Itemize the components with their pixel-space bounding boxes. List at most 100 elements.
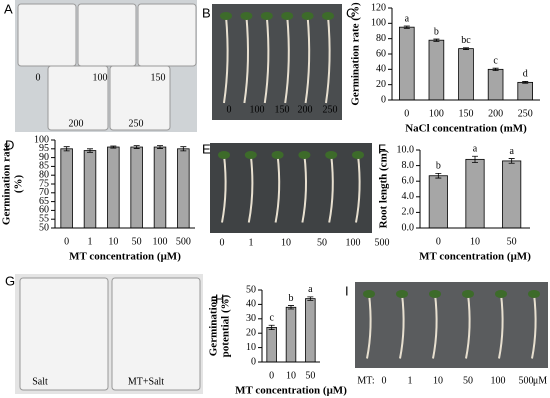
x-tick-label: 50 — [132, 236, 142, 247]
photo-label: 1 — [249, 237, 254, 248]
error-bar — [472, 155, 478, 163]
x-tick-label: 150 — [459, 108, 474, 119]
x-tick-label: 0 — [436, 236, 441, 247]
seedling — [325, 15, 331, 104]
y-tick-label: 60 — [376, 48, 386, 59]
seedling — [531, 293, 537, 359]
photo-label: 0 — [382, 375, 387, 386]
photo-label: 100 — [491, 375, 506, 386]
y-tick-label: 4.0 — [402, 191, 415, 202]
y-tick-label: 10.0 — [397, 144, 415, 155]
panel-label: D — [5, 137, 14, 152]
leaf — [240, 12, 253, 20]
y-tick-label: 100 — [371, 18, 386, 29]
leaf — [218, 151, 230, 159]
bar — [60, 148, 73, 229]
photo — [210, 143, 372, 233]
seedling — [432, 293, 438, 359]
leaf — [244, 151, 257, 159]
bar — [305, 298, 316, 363]
x-tick-label: 100 — [429, 108, 444, 119]
panel-label: C — [346, 5, 355, 20]
error-bar — [307, 296, 314, 301]
bar — [465, 158, 485, 229]
tray — [109, 65, 171, 131]
x-axis-title: MT concentration (μM) — [69, 251, 181, 263]
leaf — [220, 12, 232, 20]
bar — [153, 146, 167, 229]
error-bar — [180, 146, 187, 152]
leaf — [429, 290, 441, 298]
bar — [177, 148, 190, 229]
error-bar — [157, 145, 163, 149]
panel-label: I — [345, 283, 349, 298]
photo-label: MT+Salt — [128, 376, 164, 387]
leaf — [281, 12, 294, 20]
leaf — [528, 290, 540, 298]
y-tick-label: 120 — [371, 2, 386, 13]
bar — [458, 48, 474, 101]
photo-label: 500 — [519, 375, 534, 386]
panel-label: B — [202, 5, 211, 20]
photo-label: 100 — [93, 72, 108, 83]
x-tick-label: 10 — [470, 236, 480, 247]
y-tick-label: 8.0 — [402, 160, 415, 171]
y-tick-label: 55 — [39, 213, 49, 224]
bar — [285, 306, 297, 363]
x-tick-label: 1 — [88, 236, 93, 247]
photo-label: 50 — [463, 375, 473, 386]
x-axis-title: MT concentration (μM) — [235, 385, 347, 397]
bar — [130, 146, 143, 229]
tray — [77, 3, 137, 67]
error-bar — [403, 25, 410, 29]
error-bar — [87, 148, 93, 153]
y-axis-title: Germination rate (%) — [350, 2, 362, 106]
photo-label: 250 — [323, 104, 338, 115]
x-tick-label: 50 — [507, 236, 517, 247]
photo — [212, 4, 342, 120]
y-tick-label: 95 — [39, 143, 49, 154]
leaf — [260, 12, 273, 20]
x-tick-label: 250 — [518, 108, 533, 119]
seedling — [301, 154, 307, 223]
seedling — [274, 154, 281, 223]
y-tick-label: 0 — [381, 94, 386, 105]
seedling — [366, 293, 372, 359]
panel-label: F — [378, 141, 386, 156]
error-bar — [63, 146, 70, 152]
seedling — [221, 154, 227, 223]
error-bar — [110, 145, 117, 149]
photo-label: 500 — [375, 237, 390, 248]
x-tick-label: 10 — [108, 236, 118, 247]
x-tick-label: 100 — [153, 236, 168, 247]
error-bar — [433, 38, 440, 42]
leaf — [462, 290, 474, 298]
seedling — [399, 293, 405, 359]
error-bar — [288, 305, 294, 310]
x-tick-label: 50 — [305, 370, 315, 381]
photo-label: MT: — [357, 375, 374, 386]
tray — [19, 277, 109, 391]
seedling — [304, 15, 311, 104]
seedling — [223, 15, 229, 104]
significance-letter: a — [308, 284, 313, 295]
x-tick-label: 0 — [404, 108, 409, 119]
y-tick-label: 0 — [251, 356, 256, 367]
y-tick-label: 2.0 — [402, 207, 415, 218]
bar — [83, 150, 97, 229]
y-tick-label: 60 — [39, 205, 49, 216]
bar — [266, 327, 277, 363]
error-bar — [133, 145, 140, 149]
photo-label: 200 — [69, 118, 84, 129]
bar — [107, 146, 120, 229]
y-tick-label: 100 — [34, 134, 49, 145]
bar — [517, 81, 533, 101]
significance-letter: b — [289, 293, 294, 304]
tray — [47, 65, 109, 131]
y-tick-label: 90 — [39, 152, 49, 163]
photo-label: 150 — [151, 72, 166, 83]
x-axis-title: NaCl concentration (mM) — [405, 123, 527, 135]
significance-letter: b — [436, 161, 441, 172]
y-axis-title: Germination rate — [1, 143, 13, 225]
bar — [428, 39, 445, 101]
